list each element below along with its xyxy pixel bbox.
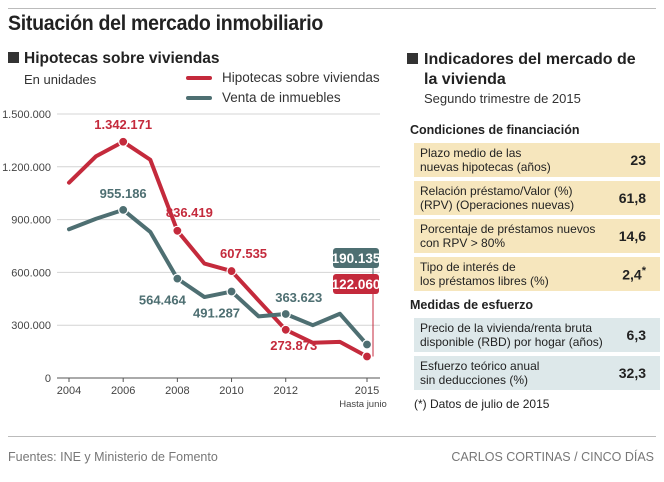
y-tick-label: 1.200.000 (2, 162, 51, 174)
data-label: 607.535 (220, 246, 267, 261)
top-rule (8, 8, 656, 9)
indicator-interes: Tipo de interés de los préstamos libres (… (414, 257, 660, 291)
x-tick-sublabel: Hasta junio (339, 399, 387, 410)
legend-swatch-red (186, 75, 212, 80)
indicator-label-l2: disponible (RBD) por hogar (años) (420, 335, 603, 349)
x-tick-label: 2006 (111, 385, 135, 397)
data-point (172, 225, 183, 236)
indicator-label-l1: Relación préstamo/Valor (%) (420, 183, 573, 198)
indicator-label: Plazo medio de las nuevas hipotecas (años… (420, 146, 600, 175)
indicator-value: 32,3 (618, 365, 646, 381)
data-label: 491.287 (193, 306, 240, 321)
indicator-value: 2,4* (622, 265, 646, 283)
data-label: 1.342.171 (94, 117, 152, 132)
data-label: 836.419 (166, 205, 213, 220)
square-bullet-icon (8, 52, 19, 63)
indicator-label-l2: nuevas hipotecas (años) (420, 160, 551, 174)
indicator-label-l1: Tipo de interés de (420, 259, 516, 274)
value-box-label: 122.060 (332, 277, 381, 292)
period-label: Segundo trimestre de 2015 (424, 91, 581, 106)
indicator-label-l2: sin deducciones (%) (420, 373, 529, 387)
x-tick-label: 2004 (57, 385, 81, 397)
data-point (361, 339, 373, 350)
footnote: (*) Datos de julio de 2015 (414, 397, 550, 411)
line-chart: 0 300.000 600.000 900.000 1.200.000 1.500.000… (2, 109, 387, 410)
source-credit: Fuentes: INE y Ministerio de Fomento (8, 450, 218, 464)
data-label: 273.873 (270, 338, 317, 353)
data-point (118, 204, 129, 215)
indicator-precio-renta: Precio de la vivienda/renta bruta disponi… (414, 318, 660, 352)
y-tick-label: 0 (45, 373, 51, 385)
x-tick-label: 2010 (219, 385, 243, 397)
indicator-esfuerzo: Esfuerzo teórico anual sin deducciones (%… (414, 356, 660, 390)
indicator-label: Precio de la vivienda/renta bruta disponi… (420, 321, 620, 350)
legend-label: Hipotecas sobre viviendas (222, 70, 380, 85)
indicator-label-l1: Plazo medio de las (420, 145, 522, 160)
author-credit: CARLOS CORTINAS / CINCO DÍAS (451, 450, 654, 464)
indicator-plazo: Plazo medio de las nuevas hipotecas (años… (414, 143, 660, 177)
indicator-label-l1: Esfuerzo teórico anual (420, 358, 540, 373)
series-line-hipotecas (67, 139, 369, 359)
data-point (280, 324, 291, 335)
value-box-label: 190.135 (332, 251, 381, 266)
y-tick-label: 300.000 (11, 320, 51, 332)
square-bullet-icon (407, 53, 418, 64)
footnote-mark: * (641, 265, 646, 278)
indicator-rpv80: Porcentaje de préstamos nuevos con RPV > … (414, 219, 660, 253)
legend-item-hipotecas: Hipotecas sobre viviendas (186, 70, 380, 85)
data-point (118, 136, 129, 147)
indicator-label: Tipo de interés de los préstamos libres (… (420, 260, 600, 289)
value-box (333, 248, 379, 268)
indicators-heading-line2: la vivienda (424, 71, 506, 88)
data-point (226, 265, 237, 277)
indicator-value-number: 2,4 (622, 266, 642, 283)
indicator-label: Esfuerzo teórico anual sin deducciones (%… (420, 359, 600, 388)
indicator-label: Relación préstamo/Valor (%) (RPV) (Operac… (420, 184, 600, 213)
indicator-label-l1: Precio de la vivienda/renta bruta (420, 320, 593, 335)
indicator-value: 23 (630, 152, 646, 168)
y-tick-label: 900.000 (11, 215, 51, 227)
footer-rule (8, 436, 656, 437)
legend-swatch-teal (186, 95, 212, 100)
x-tick-label: 2012 (273, 385, 297, 397)
x-tick-label: 2008 (165, 385, 189, 397)
value-box (333, 274, 379, 294)
indicators-heading-line1: Indicadores del mercado de (424, 51, 636, 68)
indicator-label-l2: con RPV > 80% (420, 236, 506, 250)
indicator-rpv: Relación préstamo/Valor (%) (RPV) (Operac… (414, 181, 660, 215)
data-label: 564.464 (139, 293, 187, 308)
indicators-heading: Indicadores del mercado de la vivienda (407, 50, 636, 90)
chart-heading-text: Hipotecas sobre viviendas (24, 50, 220, 67)
indicator-label-l2: (RPV) (Operaciones nuevas) (420, 198, 575, 212)
unit-label: En unidades (24, 72, 97, 87)
x-tick-label: 2015 (355, 385, 379, 397)
legend-label: Venta de inmuebles (222, 90, 341, 105)
legend-item-ventas: Venta de inmuebles (186, 90, 341, 105)
data-label: 363.623 (275, 290, 322, 305)
indicator-label: Porcentaje de préstamos nuevos con RPV > … (420, 222, 600, 251)
data-point (361, 351, 373, 362)
indicator-value: 61,8 (618, 190, 646, 206)
indicator-value: 14,6 (618, 228, 646, 244)
y-tick-label: 600.000 (11, 267, 51, 279)
indicator-value: 6,3 (626, 327, 646, 343)
data-point (172, 273, 183, 284)
series-line-ventas (67, 207, 369, 347)
indicator-label-l2: los préstamos libres (%) (420, 274, 549, 288)
financing-group-label: Condiciones de financiación (410, 123, 580, 137)
effort-group-label: Medidas de esfuerzo (410, 298, 533, 312)
chart-heading: Hipotecas sobre viviendas (8, 49, 220, 68)
y-tick-label: 1.500.000 (2, 109, 51, 121)
page-title: Situación del mercado inmobiliario (8, 12, 323, 35)
data-point (226, 286, 237, 297)
data-label: 955.186 (100, 186, 147, 201)
data-point (280, 308, 291, 320)
indicator-label-l1: Porcentaje de préstamos nuevos (420, 221, 596, 236)
